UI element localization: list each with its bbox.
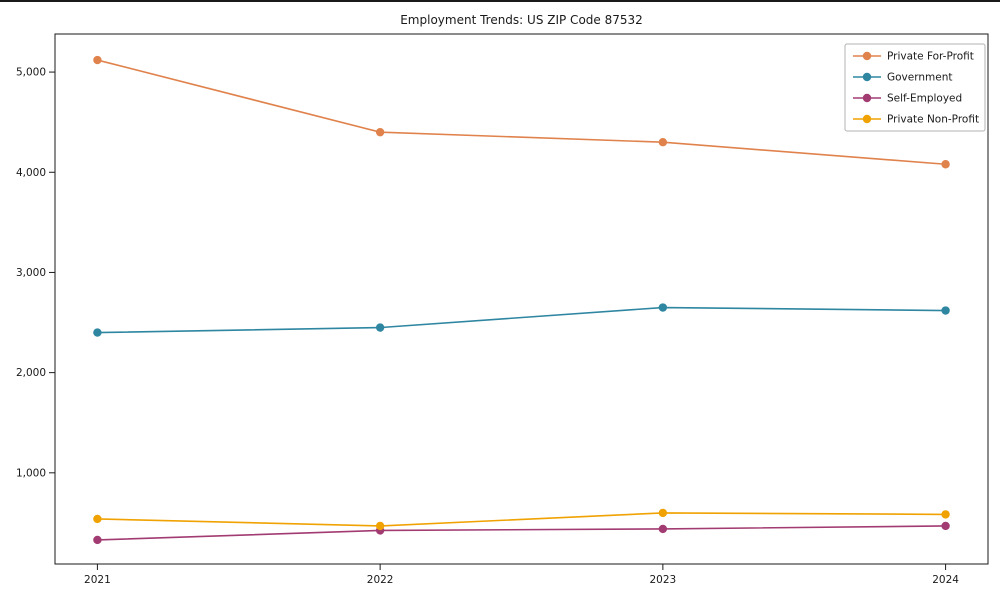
legend-label-private-for-profit: Private For-Profit — [887, 51, 974, 63]
legend-marker-government — [862, 72, 872, 82]
series-marker-self-employed — [941, 521, 950, 531]
legend-label-private-non-profit: Private Non-Profit — [887, 114, 979, 126]
chart-title: Employment Trends: US ZIP Code 87532 — [400, 13, 643, 27]
series-line-private-for-profit — [97, 59, 946, 166]
y-tick-label: 3,000 — [16, 267, 46, 279]
series-marker-private-non-profit — [375, 521, 385, 531]
series-line-government — [97, 306, 946, 334]
legend-marker-private-non-profit — [862, 114, 872, 124]
y-tick-label: 1,000 — [16, 467, 46, 479]
series-marker-government — [375, 323, 385, 332]
series-marker-private-non-profit — [941, 510, 950, 519]
legend-marker-self-employed — [862, 93, 872, 103]
plot-border — [54, 33, 989, 565]
series-marker-private-for-profit — [941, 160, 950, 169]
series-line-private-non-profit — [97, 512, 946, 527]
legend-label-self-employed: Self-Employed — [887, 93, 962, 105]
x-tick-label: 2021 — [84, 574, 111, 586]
series-marker-government — [941, 306, 950, 315]
series-marker-self-employed — [93, 535, 102, 545]
y-tick-label: 4,000 — [16, 167, 46, 179]
x-tick-label: 2023 — [649, 574, 676, 586]
series-marker-private-non-profit — [93, 514, 102, 524]
series-marker-government — [93, 328, 102, 337]
x-tick-label: 2024 — [932, 574, 959, 586]
series-marker-private-non-profit — [658, 508, 668, 518]
x-tick-label: 2022 — [367, 574, 394, 586]
series-line-self-employed — [97, 525, 946, 541]
y-tick-label: 5,000 — [16, 67, 46, 79]
legend-box — [844, 43, 986, 132]
series-marker-self-employed — [658, 524, 668, 534]
series-marker-private-for-profit — [658, 138, 668, 147]
series-marker-private-for-profit — [375, 127, 385, 137]
y-tick-label: 2,000 — [16, 367, 46, 379]
legend-marker-private-for-profit — [862, 51, 872, 61]
series-marker-private-for-profit — [93, 55, 102, 65]
legend-label-government: Government — [887, 72, 952, 84]
series-marker-government — [658, 303, 668, 312]
